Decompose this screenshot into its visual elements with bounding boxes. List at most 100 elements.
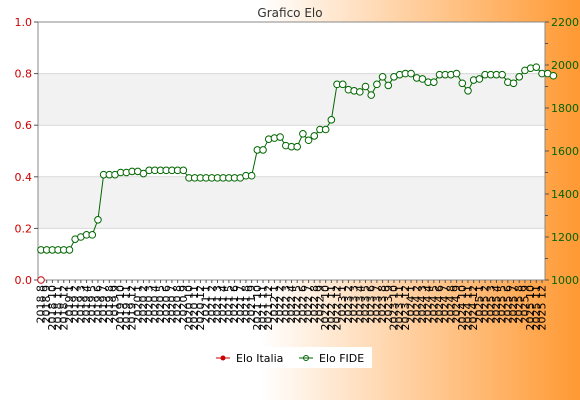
x-tick-label: 2022 6 xyxy=(296,285,309,324)
y-left-tick-label: 0.4 xyxy=(15,171,33,184)
x-tick-label: 2022 3 xyxy=(279,285,292,324)
data-point-elo-italia xyxy=(37,276,45,284)
data-point-elo-fide xyxy=(310,132,319,140)
x-tick-label: 2020 4 xyxy=(148,285,161,324)
y-right-tick-label: 1800 xyxy=(551,102,579,115)
x-tick-label: 2020 8 xyxy=(171,285,184,324)
x-tick-label: 2025 6 xyxy=(501,285,514,324)
x-tick-label: 2025 11 xyxy=(530,285,543,331)
y-right-tick-label: 1000 xyxy=(551,274,579,287)
x-tick-label: 2023 4 xyxy=(353,285,366,324)
x-tick-label: 2022 12 xyxy=(331,285,344,331)
data-point-elo-fide xyxy=(293,142,301,151)
data-point-elo-fide xyxy=(532,63,541,71)
x-tick-label: 2024 6 xyxy=(433,285,446,324)
legend-box xyxy=(210,347,372,368)
data-point-elo-fide xyxy=(418,75,427,83)
data-point-elo-fide xyxy=(139,169,148,178)
x-tick-label: 2020 5 xyxy=(154,285,167,324)
x-tick-label: 2023 12 xyxy=(399,285,412,331)
x-tick-label: 2021 7 xyxy=(234,285,247,324)
x-tick-label: 2023 7 xyxy=(370,285,383,324)
x-tick-label: 2019 11 xyxy=(120,285,133,331)
x-tick-label: 2025 2 xyxy=(479,285,492,324)
x-tick-label: 2020 3 xyxy=(143,285,156,324)
x-tick-label: 2022 4 xyxy=(285,285,298,324)
data-point-elo-fide xyxy=(94,216,102,224)
x-tick-label: 2022 2 xyxy=(274,285,287,324)
data-point-elo-fide xyxy=(373,80,381,89)
data-point-elo-fide xyxy=(356,88,364,96)
x-tick-label: 2023 8 xyxy=(376,285,389,324)
x-tick-label: 2025 1 xyxy=(473,285,486,324)
x-tick-label: 2019 7 xyxy=(97,285,110,324)
x-tick-label: 2025 8 xyxy=(513,285,526,324)
x-tick-label: 2020 9 xyxy=(177,285,190,324)
x-tick-label: 2024 1 xyxy=(405,285,418,324)
x-tick-label: 2021 8 xyxy=(239,285,252,324)
x-tick-label: 2023 2 xyxy=(342,285,355,324)
x-tick-label: 2020 11 xyxy=(188,285,201,331)
x-tick-label: 2024 3 xyxy=(416,285,429,324)
x-tick-label: 2019 1 xyxy=(63,285,76,324)
data-point-elo-fide xyxy=(378,73,387,81)
data-point-elo-fide xyxy=(88,231,97,239)
x-tick-label: 2021 3 xyxy=(211,285,224,324)
x-tick-label: 2023 9 xyxy=(382,285,395,324)
x-tick-label: 2019 10 xyxy=(114,285,127,331)
x-tick-label: 2022 1 xyxy=(268,285,281,324)
legend-marker-elo-fide xyxy=(303,355,309,361)
y-left-tick-label: 0.8 xyxy=(15,68,33,81)
x-tick-label: 2021 12 xyxy=(262,285,275,331)
data-point-elo-fide xyxy=(430,78,438,86)
y-left-tick-label: 0.2 xyxy=(15,222,33,235)
x-tick-label: 2019 6 xyxy=(91,285,104,324)
data-point-elo-fide xyxy=(384,81,393,90)
x-tick-label: 2023 10 xyxy=(387,285,400,331)
data-point-elo-fide xyxy=(299,130,307,138)
legend-label-elo-italia: Elo Italia xyxy=(236,352,283,365)
y-left-tick-label: 0.0 xyxy=(15,274,33,287)
x-tick-label: 2024 12 xyxy=(467,285,480,331)
x-tick-label: 2023 3 xyxy=(348,285,361,324)
data-point-elo-fide xyxy=(498,70,506,79)
x-tick-label: 2022 10 xyxy=(319,285,332,331)
x-tick-label: 2018 12 xyxy=(57,285,70,331)
grid-band xyxy=(38,176,545,229)
x-tick-label: 2022 8 xyxy=(308,285,321,324)
x-tick-label: 2019 12 xyxy=(126,285,139,331)
x-tick-label: 2025 9 xyxy=(518,285,531,324)
legend-label-elo-fide: Elo FIDE xyxy=(319,352,364,365)
x-tick-label: 2024 7 xyxy=(439,285,452,324)
x-tick-label: 2022 9 xyxy=(313,285,326,324)
data-point-elo-fide xyxy=(259,146,267,154)
x-tick-label: 2021 2 xyxy=(205,285,218,324)
x-tick-label: 2022 7 xyxy=(302,285,315,324)
x-tick-label: 2023 1 xyxy=(336,285,349,324)
data-point-elo-fide xyxy=(464,87,472,95)
x-tick-label: 2025 10 xyxy=(524,285,537,331)
data-point-elo-fide xyxy=(509,79,518,88)
x-tick-label: 2020 6 xyxy=(160,285,173,324)
y-right-tick-label: 2200 xyxy=(551,16,579,29)
x-tick-label: 2020 2 xyxy=(137,285,150,324)
x-tick-label: 2022 5 xyxy=(291,285,304,324)
x-tick-label: 2019 8 xyxy=(103,285,116,324)
x-tick-label: 2025 4 xyxy=(490,285,503,324)
data-point-elo-fide xyxy=(179,166,188,175)
x-tick-label: 2025 12 xyxy=(536,285,549,331)
data-point-elo-fide xyxy=(475,75,484,83)
x-tick-label: 2021 9 xyxy=(245,285,258,324)
y-left-tick-label: 0.6 xyxy=(15,119,33,132)
legend: Elo Italia Elo FIDE xyxy=(210,347,372,368)
x-tick-label: 2024 8 xyxy=(444,285,457,324)
data-point-elo-fide xyxy=(367,91,376,99)
x-tick-label: 2024 10 xyxy=(456,285,469,331)
x-tick-label: 2021 10 xyxy=(251,285,264,331)
x-tick-label: 2025 5 xyxy=(496,285,509,324)
data-point-elo-fide xyxy=(361,82,370,91)
y-left-tick-label: 1.0 xyxy=(15,16,33,29)
plot-background xyxy=(38,22,545,280)
y-right-tick-label: 1400 xyxy=(551,188,579,201)
